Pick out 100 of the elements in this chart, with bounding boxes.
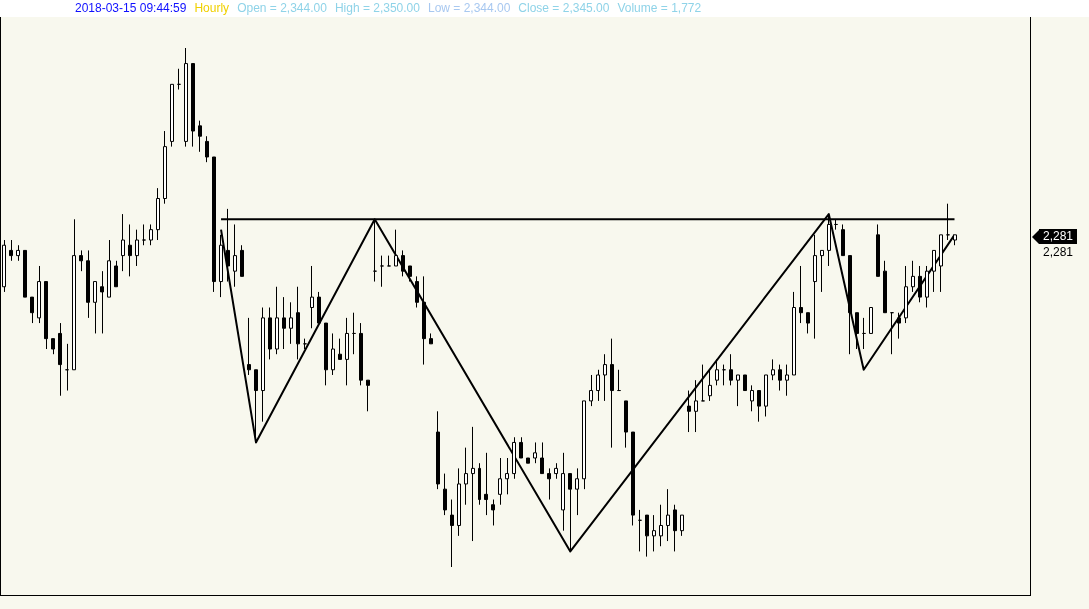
candlestick: [589, 374, 593, 407]
candlestick: [876, 223, 880, 277]
chart-title: 2018-03-15 09:44:59: [75, 1, 187, 15]
candlestick: [79, 249, 83, 272]
candlestick: [540, 441, 544, 475]
candlestick: [596, 369, 600, 402]
candlestick: [324, 322, 328, 386]
candlestick: [729, 353, 733, 386]
text: 2,281: [1042, 245, 1075, 260]
candlestick: [771, 358, 775, 381]
candlestick: [58, 322, 62, 397]
candlestick: [638, 509, 642, 552]
candlestick: [659, 504, 663, 547]
candlestick: [743, 374, 747, 392]
candlestick: [44, 281, 48, 350]
candlestick: [673, 504, 677, 552]
candlestick: [715, 358, 719, 386]
candlestick: [366, 379, 370, 412]
candlestick: [394, 229, 398, 267]
text: Close = 2,345.00: [518, 1, 610, 15]
candlestick: [722, 364, 726, 386]
candlestick: [547, 467, 551, 501]
candlestick: [484, 452, 488, 516]
candlestick: [212, 156, 216, 293]
candlestick: [191, 63, 195, 148]
candlestick: [624, 400, 628, 449]
candlestick: [177, 68, 181, 91]
candlestick: [261, 307, 265, 423]
candlestick: [855, 312, 859, 350]
candlestick: [135, 229, 139, 267]
candlestick: [163, 130, 167, 205]
candlestick: [631, 431, 635, 526]
candlestick: [932, 249, 936, 293]
candlestick: [505, 457, 509, 495]
candlestick: [862, 317, 866, 350]
candlestick: [848, 255, 852, 355]
candlestick: [107, 239, 111, 298]
candlestick: [254, 369, 258, 438]
candlestick: [289, 301, 293, 345]
candlestick: [65, 343, 69, 392]
candlestick: [359, 322, 363, 386]
candlestick: [519, 436, 523, 459]
candlestick: [778, 364, 782, 392]
candlestick: [233, 223, 237, 288]
candlestick: [142, 223, 146, 246]
candlestick: [429, 332, 433, 345]
candlestick: [764, 374, 768, 417]
candlestick: [198, 120, 202, 153]
candlestick: [883, 260, 887, 314]
candlestick: [37, 265, 41, 324]
candlestick: [471, 426, 475, 542]
text: High = 2,350.00: [334, 1, 420, 15]
candlestick: [478, 462, 481, 506]
candlestick: [23, 249, 27, 298]
text: Open = 2,344.00: [237, 1, 327, 15]
candlestick: [100, 270, 104, 334]
candlestick: [897, 312, 901, 340]
candlestick: [443, 473, 447, 516]
candlestick: [457, 467, 461, 537]
candlestick: [792, 291, 796, 376]
candlestick: [533, 441, 537, 464]
candlestick: [561, 452, 565, 532]
candlestick: [247, 317, 251, 376]
candlestick: [296, 286, 300, 360]
candlestick: [813, 234, 817, 340]
candlestick: [86, 249, 90, 319]
candlestick: [554, 462, 558, 480]
candlestick: [694, 379, 698, 433]
candlestick: [156, 187, 160, 241]
candlestick: [464, 447, 468, 506]
candlestick: [450, 499, 454, 568]
candlestick: [345, 317, 349, 386]
candlestick: [652, 514, 656, 552]
candlestick: [282, 296, 286, 350]
candlestick: [869, 307, 873, 334]
candlestick: [925, 265, 929, 308]
candlestick: [436, 410, 440, 490]
candlestick: [820, 249, 824, 293]
candlestick: [415, 275, 419, 308]
candlestick: [890, 312, 894, 355]
candlestick: [93, 281, 97, 334]
candlestick: [512, 436, 516, 480]
candlestick: [939, 234, 943, 293]
candlestick: [9, 239, 13, 262]
candlestick: [498, 457, 502, 506]
candlestick: [121, 213, 125, 272]
candlestick: [72, 218, 76, 371]
candlestick: [205, 135, 209, 163]
candlestick: [352, 312, 356, 355]
candlestick: [750, 384, 754, 412]
candlestick: [575, 467, 579, 516]
candlestick: [16, 244, 20, 262]
candlestick: [149, 223, 153, 246]
text: Volume = 1,772: [617, 1, 702, 15]
candlestick: [170, 83, 174, 148]
text: Low = 2,344.00: [427, 1, 511, 15]
candlestick: [582, 400, 586, 490]
candlestick: [526, 457, 530, 464]
candlestick: [310, 265, 314, 329]
candlestick: [408, 265, 412, 283]
